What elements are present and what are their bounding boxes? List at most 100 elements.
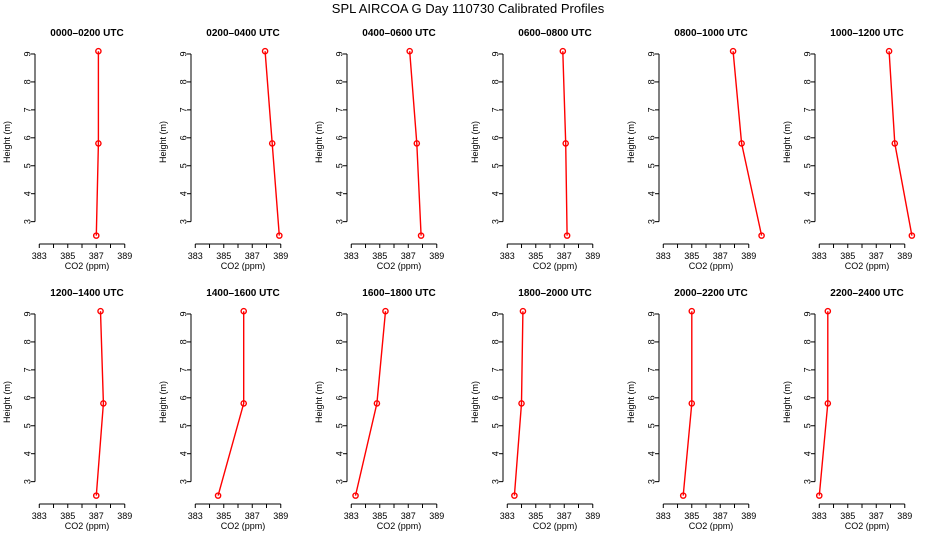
y-tick-label: 9 [22,311,32,316]
y-tick-label: 8 [334,79,344,84]
y-tick-label: 7 [490,367,500,372]
y-tick-label: 7 [334,367,344,372]
x-tick-label: 385 [840,511,855,521]
profile-point [518,400,525,407]
y-tick-label: 6 [178,135,188,140]
profile-point [240,307,248,315]
profile-line [95,51,100,236]
x-tick-label: 383 [32,251,47,261]
x-tick-label: 383 [32,511,47,521]
y-axis-label: Height (m) [158,381,168,423]
y-tick-label: 3 [334,219,344,224]
y-axis-label: Height (m) [782,381,792,423]
y-tick-label: 8 [22,79,32,84]
y-tick-label: 7 [178,107,188,112]
profile-point [679,492,687,499]
x-tick-label: 383 [500,251,515,261]
y-tick-label: 7 [490,107,500,112]
profile-point [511,492,518,499]
y-tick-label: 4 [178,451,188,456]
profile-line [818,311,829,496]
y-axis-label: Height (m) [2,381,12,423]
y-tick-label: 8 [178,79,188,84]
y-tick-label: 9 [334,51,344,56]
y-tick-label: 4 [490,451,500,456]
x-tick-label: 383 [656,511,671,521]
y-tick-label: 6 [646,395,656,400]
x-tick-label: 387 [245,511,260,521]
y-tick-label: 6 [22,135,32,140]
y-tick-label: 8 [490,79,500,84]
x-tick-label: 387 [713,251,728,261]
y-tick-label: 4 [802,191,812,196]
y-tick-label: 8 [334,339,344,344]
figure-title: SPL AIRCOA G Day 110730 Calibrated Profi… [331,1,605,16]
x-tick-label: 389 [273,511,288,521]
y-tick-label: 9 [22,51,32,56]
profile-line [95,311,105,496]
x-tick-label: 389 [741,511,756,521]
y-tick-label: 4 [490,191,500,196]
panel-title: 1400–1600 UTC [206,288,279,299]
profile-point [824,400,832,407]
y-tick-label: 6 [802,395,812,400]
x-tick-label: 383 [344,511,359,521]
y-axis-label: Height (m) [782,121,792,163]
x-axis-label: CO2 (ppm) [221,261,266,271]
y-tick-label: 3 [802,219,812,224]
y-tick-label: 9 [334,311,344,316]
profile-point [406,47,413,55]
y-axis-label: Height (m) [314,381,324,423]
profile-point [729,47,737,55]
y-tick-label: 7 [178,367,188,372]
x-tick-label: 385 [372,251,387,261]
y-axis-label: Height (m) [626,381,636,423]
y-tick-label: 4 [22,191,32,196]
x-tick-label: 385 [684,251,699,261]
y-tick-label: 6 [490,135,500,140]
profile-point [352,492,359,499]
y-tick-label: 4 [646,451,656,456]
y-tick-label: 5 [490,163,500,168]
x-tick-label: 389 [741,251,756,261]
profile-line [682,311,693,496]
profile-point [95,47,102,55]
x-axis-label: CO2 (ppm) [221,521,266,531]
y-tick-label: 5 [178,163,188,168]
y-tick-label: 4 [22,451,32,456]
profile-point [240,400,248,407]
profile-point [382,307,389,315]
profile-point [908,232,916,239]
y-tick-label: 7 [22,107,32,112]
y-tick-label: 4 [334,191,344,196]
y-tick-label: 3 [802,479,812,484]
y-tick-label: 9 [178,311,188,316]
y-tick-label: 5 [22,163,32,168]
x-tick-label: 385 [372,511,387,521]
panel-title: 0400–0600 UTC [362,28,435,39]
x-tick-label: 387 [713,511,728,521]
panel-title: 0200–0400 UTC [206,28,279,39]
y-axis-label: Height (m) [470,121,480,163]
profile-point [100,400,107,407]
y-tick-label: 6 [334,135,344,140]
y-tick-label: 5 [334,163,344,168]
y-tick-label: 5 [802,423,812,428]
y-tick-label: 5 [22,423,32,428]
profile-point [261,47,269,55]
y-tick-label: 8 [646,339,656,344]
panel-title: 2200–2400 UTC [830,288,903,299]
y-tick-label: 7 [802,107,812,112]
profile-point [563,232,571,239]
x-tick-label: 389 [897,251,912,261]
y-tick-label: 6 [646,135,656,140]
y-tick-label: 3 [334,479,344,484]
x-tick-label: 389 [117,251,132,261]
profile-line [888,51,913,236]
x-tick-label: 385 [684,511,699,521]
x-tick-label: 387 [557,251,572,261]
y-tick-label: 6 [490,395,500,400]
y-tick-label: 9 [490,311,500,316]
x-tick-label: 389 [429,251,444,261]
panel-title: 0000–0200 UTC [50,28,123,39]
